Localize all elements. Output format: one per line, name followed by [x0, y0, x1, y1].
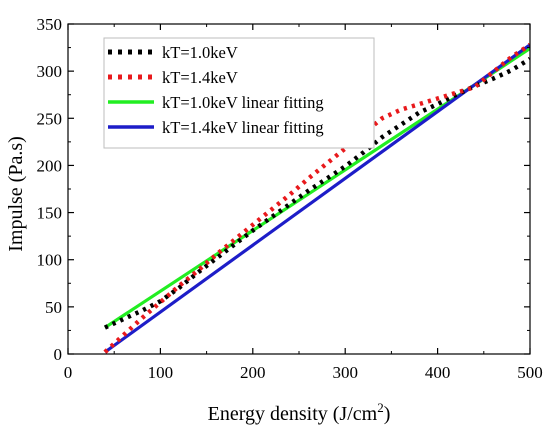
legend-label: kT=1.0keV	[162, 43, 238, 62]
x-tick-label: 500	[517, 363, 543, 382]
y-tick-label: 300	[37, 62, 63, 81]
x-tick-label: 0	[64, 363, 73, 382]
series-line-2	[103, 42, 530, 354]
legend-box	[103, 37, 375, 149]
y-tick-label: 250	[37, 109, 63, 128]
x-axis-label-suffix: )	[384, 403, 391, 425]
y-axis-label: Impulse (Pa.s)	[5, 136, 27, 252]
y-tick-label: 350	[37, 15, 63, 34]
tick-labels: 0 100 200 300 400 500 0 50 100 150 200 250 300 350	[37, 15, 543, 382]
legend-label: kT=1.4keV	[162, 68, 238, 87]
x-tick-label: 300	[332, 363, 358, 382]
x-tick-label: 100	[148, 363, 174, 382]
series-line-4	[104, 43, 530, 354]
x-axis-label: Energy density (J/cm2)	[208, 400, 391, 425]
legend-label: kT=1.4keV linear fitting	[162, 118, 324, 137]
series-lines	[103, 42, 530, 354]
y-tick-label: 150	[37, 204, 63, 223]
x-tick-label: 400	[425, 363, 451, 382]
x-tick-label: 200	[240, 363, 266, 382]
y-tick-label: 50	[45, 298, 62, 317]
x-axis-label-main: Energy density (J/cm	[208, 403, 378, 425]
x-axis-label-superscript: 2	[377, 400, 384, 415]
legend: kT=1.0keV kT=1.4keV kT=1.0keV linear fitti…	[103, 37, 375, 149]
y-tick-label: 200	[37, 156, 63, 175]
y-tick-label: 100	[37, 251, 63, 270]
y-tick-label: 0	[54, 345, 63, 364]
legend-label: kT=1.0keV linear fitting	[162, 93, 324, 112]
tick-marks	[67, 23, 531, 355]
